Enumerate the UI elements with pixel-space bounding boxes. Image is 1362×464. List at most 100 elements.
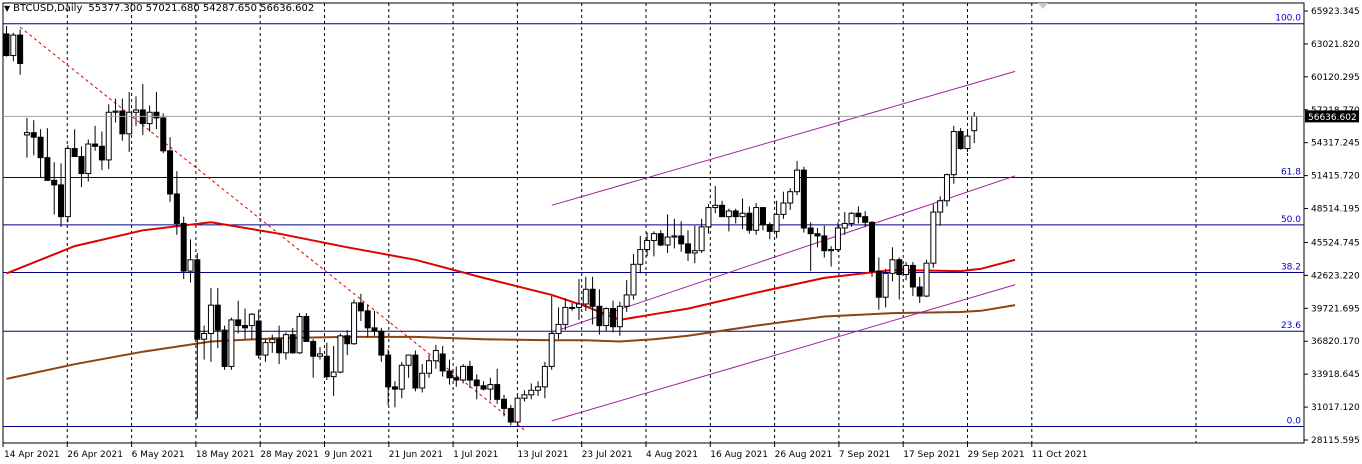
current-price-box — [1305, 110, 1359, 123]
candle-up — [112, 110, 119, 113]
candle-down — [364, 310, 371, 329]
candle-down — [657, 233, 664, 246]
candle-up — [569, 306, 576, 309]
candle-up — [705, 207, 712, 228]
candle-up — [432, 350, 439, 362]
candle-up — [787, 191, 794, 204]
candle-up — [562, 306, 569, 325]
candle-up — [10, 34, 17, 57]
candle-up — [698, 226, 705, 252]
y-tick-label: 51415.720 — [1311, 172, 1360, 182]
candle-up — [637, 249, 644, 265]
candle-down — [214, 304, 221, 331]
candle-up — [882, 272, 889, 298]
candle-down — [357, 302, 364, 312]
x-tick-label: 4 Aug 2021 — [646, 450, 698, 460]
y-tick-label: 63021.820 — [1311, 40, 1360, 50]
candle-up — [575, 303, 582, 308]
y-tick-label: 48514.195 — [1311, 205, 1360, 215]
candle-down — [58, 184, 65, 218]
candle-up — [780, 202, 787, 215]
candle-down — [814, 233, 821, 237]
candle-up — [930, 211, 937, 264]
candle-up — [739, 212, 746, 218]
candle-down — [385, 354, 392, 388]
candle-up — [841, 222, 848, 229]
candle-down — [896, 259, 903, 276]
candle-down — [323, 355, 330, 378]
candle-up — [971, 115, 978, 132]
candle-up — [132, 109, 139, 113]
x-tick-label: 14 Apr 2021 — [4, 450, 60, 460]
candle-down — [173, 193, 180, 224]
candle-down — [589, 288, 596, 307]
candle-up — [623, 294, 630, 307]
candle-up — [146, 111, 153, 125]
candle-down — [821, 235, 828, 252]
y-tick-label: 42623.220 — [1311, 271, 1360, 281]
candle-up — [671, 235, 678, 238]
candle-down — [439, 353, 446, 372]
candle-up — [296, 315, 303, 354]
x-tick-label: 21 Jun 2021 — [389, 450, 443, 460]
candle-down — [289, 334, 296, 354]
candle-down — [807, 227, 814, 235]
moving-average-slow — [6, 304, 1016, 380]
candle-up — [725, 210, 732, 218]
x-tick-label: 17 Sep 2021 — [903, 450, 960, 460]
x-tick-label: 16 Aug 2021 — [710, 450, 768, 460]
candle-up — [582, 288, 589, 305]
candle-down — [685, 243, 691, 254]
candle-up — [950, 131, 957, 176]
candle-up — [228, 319, 235, 367]
candle-up — [964, 135, 971, 150]
x-tick-label: 6 May 2021 — [132, 450, 185, 460]
candle-up — [398, 364, 405, 390]
candle-down — [391, 386, 398, 390]
candle-down — [371, 327, 378, 332]
y-tick-label: 39721.695 — [1311, 304, 1360, 314]
candle-down — [596, 305, 603, 327]
candle-down — [869, 221, 876, 272]
candle-up — [405, 354, 412, 366]
candle-down — [719, 204, 726, 218]
candle-down — [276, 338, 283, 354]
candle-up — [794, 169, 801, 193]
candle-up — [269, 338, 276, 344]
candle-up — [126, 111, 133, 135]
candle-down — [78, 156, 85, 175]
current-price-label: 56636.602 — [1308, 113, 1357, 123]
candle-up — [664, 236, 671, 246]
candle-up — [528, 389, 535, 396]
candle-up — [337, 335, 344, 373]
candle-down — [507, 407, 514, 423]
collapse-triangle-icon[interactable]: ▼ — [4, 4, 11, 13]
candle-down — [194, 259, 201, 340]
candle-up — [903, 264, 910, 276]
y-tick-label: 45524.745 — [1311, 238, 1360, 248]
candle-up — [650, 233, 657, 241]
candle-up — [514, 397, 521, 423]
candle-up — [834, 227, 841, 251]
candle-up — [603, 308, 610, 327]
y-tick-label: 65923.345 — [1311, 7, 1360, 17]
candle-up — [630, 263, 637, 296]
x-tick-label: 7 Sep 2021 — [839, 450, 890, 460]
candle-up — [282, 334, 289, 354]
x-tick-label: 1 Jul 2021 — [453, 450, 498, 460]
x-tick-label: 9 Jun 2021 — [325, 450, 373, 460]
candle-down — [412, 354, 419, 389]
candle-up — [712, 204, 719, 209]
fib-level-label: 61.8 — [1281, 167, 1301, 177]
candle-down — [678, 235, 685, 245]
candle-down — [17, 34, 24, 64]
candle-up — [943, 174, 950, 202]
candle-up — [201, 333, 208, 340]
candle-up — [753, 207, 760, 231]
candle-up — [351, 302, 358, 345]
candle-up — [644, 239, 651, 251]
candle-up — [541, 365, 548, 388]
fib-level-label: 50.0 — [1281, 215, 1301, 225]
